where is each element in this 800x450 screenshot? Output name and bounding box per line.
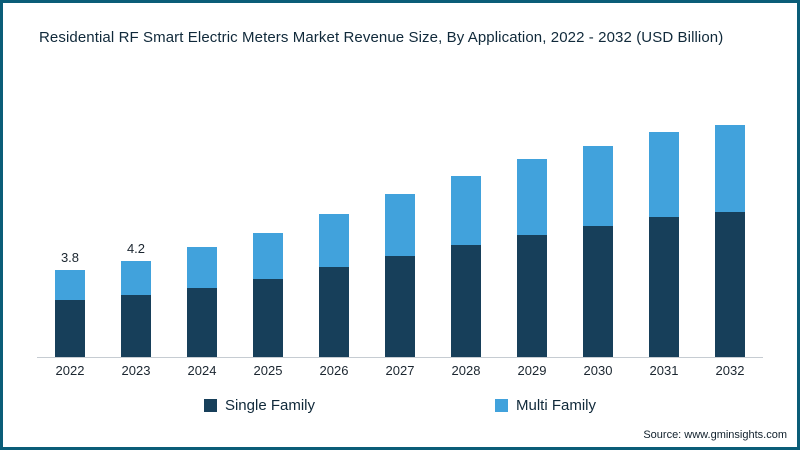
stacked-bar xyxy=(385,194,415,357)
stacked-bar xyxy=(187,247,217,357)
legend-swatch-single-family xyxy=(203,399,217,412)
bar-segment-single-family xyxy=(385,256,415,357)
bar-column-2024 xyxy=(169,227,235,357)
bar-segment-single-family xyxy=(253,279,283,357)
legend-swatch-multi-family xyxy=(495,399,508,412)
x-tick-label: 2025 xyxy=(253,363,283,378)
legend-item-multi-family: Multi Family xyxy=(495,397,596,414)
bar-segment-single-family xyxy=(715,212,745,357)
plot-area: 3.8 4.2 xyxy=(37,93,763,358)
data-label: 3.8 xyxy=(60,250,80,265)
x-axis-tick-labels: 2022 2023 2024 2025 2026 2027 2028 2029 2030 2031… xyxy=(37,363,763,378)
x-tick-label: 2023 xyxy=(121,363,151,378)
stacked-bar xyxy=(253,233,283,357)
bar-segment-multi-family xyxy=(187,247,217,288)
bar-segment-multi-family xyxy=(715,125,745,212)
source-attribution: Source: www.gminsights.com xyxy=(643,429,787,441)
x-tick-label: 2030 xyxy=(583,363,613,378)
stacked-bar xyxy=(583,146,613,357)
legend: Single Family Multi Family xyxy=(3,397,797,414)
bar-segment-single-family xyxy=(649,217,679,357)
bar-column-2030 xyxy=(565,126,631,357)
bar-segment-single-family xyxy=(517,235,547,357)
bar-column-2031 xyxy=(631,112,697,357)
bar-segment-multi-family xyxy=(451,176,481,245)
bar-segment-single-family xyxy=(55,300,85,357)
legend-label-single-family: Single Family xyxy=(224,397,315,414)
bar-segment-multi-family xyxy=(319,214,349,267)
stacked-bar xyxy=(715,125,745,357)
bar-column-2023: 4.2 xyxy=(103,241,169,357)
bar-column-2032 xyxy=(697,105,763,357)
bar-segment-multi-family xyxy=(121,261,151,295)
legend-label-multi-family: Multi Family xyxy=(516,397,597,414)
chart-title: Residential RF Smart Electric Meters Mar… xyxy=(39,29,724,46)
bar-column-2022: 3.8 xyxy=(37,250,103,357)
stacked-bar xyxy=(451,176,481,357)
bar-segment-single-family xyxy=(451,245,481,357)
x-tick-label: 2027 xyxy=(385,363,415,378)
x-tick-label: 2031 xyxy=(649,363,679,378)
bar-segment-single-family xyxy=(121,295,151,357)
x-tick-label: 2029 xyxy=(517,363,547,378)
bar-segment-multi-family xyxy=(517,159,547,235)
bar-column-2027 xyxy=(367,174,433,357)
x-tick-label: 2028 xyxy=(451,363,481,378)
bar-column-2029 xyxy=(499,139,565,357)
bar-column-2025 xyxy=(235,213,301,357)
stacked-bar xyxy=(121,261,151,357)
stacked-bar xyxy=(55,270,85,357)
x-tick-label: 2026 xyxy=(319,363,349,378)
bar-segment-multi-family xyxy=(385,194,415,256)
bar-column-2028 xyxy=(433,156,499,357)
stacked-bar xyxy=(319,214,349,357)
bar-segment-multi-family xyxy=(55,270,85,300)
bar-segment-multi-family xyxy=(649,132,679,217)
x-tick-label: 2022 xyxy=(55,363,85,378)
legend-item-single-family: Single Family xyxy=(203,397,315,414)
stacked-bar xyxy=(649,132,679,357)
bar-segment-single-family xyxy=(583,226,613,357)
bar-segment-multi-family xyxy=(583,146,613,226)
x-tick-label: 2024 xyxy=(187,363,217,378)
x-tick-label: 2032 xyxy=(715,363,745,378)
data-label: 4.2 xyxy=(126,241,146,256)
bar-segment-multi-family xyxy=(253,233,283,279)
bar-segment-single-family xyxy=(319,267,349,357)
bar-segment-single-family xyxy=(187,288,217,357)
bar-column-2026 xyxy=(301,194,367,357)
stacked-bar xyxy=(517,159,547,357)
